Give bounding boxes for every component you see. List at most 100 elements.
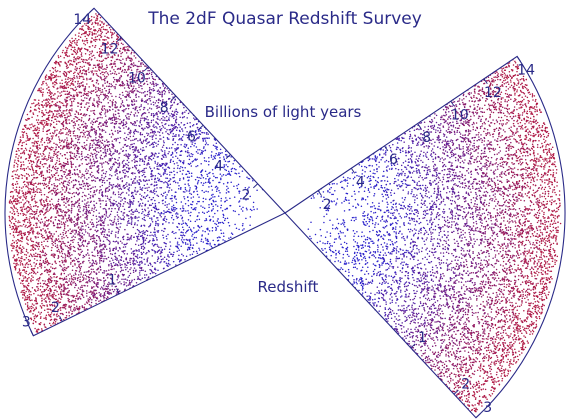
- quasar-point: [42, 254, 44, 257]
- quasar-point: [108, 215, 111, 217]
- quasar-point: [128, 92, 131, 94]
- quasar-point: [159, 119, 161, 121]
- quasar-point: [89, 261, 91, 264]
- quasar-point: [76, 134, 79, 137]
- quasar-point: [128, 115, 130, 118]
- quasar-point: [81, 163, 83, 165]
- quasar-point: [140, 269, 143, 271]
- quasar-point: [216, 205, 219, 207]
- quasar-point: [66, 64, 68, 66]
- quasar-point: [56, 82, 58, 85]
- quasar-point: [65, 189, 68, 191]
- quasar-point: [56, 246, 58, 249]
- quasar-point: [149, 223, 152, 225]
- quasar-point: [132, 269, 135, 272]
- quasar-point: [93, 99, 95, 102]
- quasar-point: [210, 154, 213, 156]
- quasar-point: [42, 237, 44, 239]
- quasar-point: [179, 179, 181, 181]
- quasar-point: [163, 230, 165, 233]
- quasar-point: [151, 169, 154, 172]
- quasar-point: [206, 242, 209, 245]
- quasar-point: [181, 130, 184, 132]
- quasar-point: [55, 110, 58, 112]
- quasar-point: [211, 227, 214, 229]
- quasar-point: [83, 208, 85, 210]
- quasar-point: [74, 51, 77, 54]
- quasar-point: [165, 245, 167, 248]
- quasar-point: [43, 99, 45, 101]
- quasar-point: [108, 231, 110, 233]
- quasar-point: [92, 294, 94, 297]
- quasar-point: [112, 221, 115, 224]
- quasar-point: [122, 260, 125, 263]
- quasar-point: [136, 210, 139, 213]
- quasar-point: [66, 49, 68, 52]
- quasar-point: [27, 190, 29, 193]
- quasar-point: [223, 165, 226, 168]
- quasar-point: [93, 109, 96, 112]
- quasar-point: [164, 215, 166, 218]
- quasar-point: [30, 165, 33, 167]
- quasar-point: [11, 218, 13, 220]
- quasar-point: [31, 248, 34, 250]
- quasar-point: [121, 199, 124, 201]
- quasar-point: [161, 229, 163, 232]
- quasar-point: [198, 226, 201, 229]
- quasar-point: [130, 57, 133, 60]
- quasar-point: [200, 182, 203, 184]
- quasar-point: [76, 307, 79, 310]
- quasar-point: [106, 75, 108, 78]
- quasar-point: [123, 208, 126, 211]
- quasar-point: [105, 38, 107, 41]
- quasar-point: [22, 136, 24, 139]
- quasar-point: [104, 152, 106, 154]
- quasar-point: [213, 200, 215, 203]
- quasar-point: [50, 119, 53, 122]
- quasar-point: [122, 269, 124, 271]
- quasar-point: [73, 94, 75, 96]
- quasar-point: [77, 105, 79, 107]
- quasar-point: [156, 107, 158, 109]
- quasar-point: [34, 327, 36, 330]
- quasar-point: [94, 241, 96, 243]
- quasar-point: [182, 169, 184, 172]
- quasar-point: [212, 193, 214, 196]
- quasar-point: [68, 45, 70, 47]
- quasar-point: [79, 210, 81, 213]
- quasar-point: [103, 257, 105, 260]
- quasar-point: [161, 93, 164, 95]
- quasar-point: [168, 147, 171, 149]
- quasar-point: [100, 91, 102, 93]
- quasar-point: [187, 239, 189, 241]
- quasar-point: [22, 291, 24, 294]
- quasar-point: [107, 92, 110, 95]
- quasar-point: [172, 204, 175, 207]
- quasar-point: [82, 254, 85, 257]
- quasar-point: [78, 175, 80, 178]
- quasar-point: [88, 300, 90, 303]
- quasar-point: [143, 225, 146, 227]
- quasar-point: [156, 187, 158, 189]
- quasar-point: [141, 62, 143, 64]
- quasar-point: [99, 158, 102, 160]
- quasar-point: [48, 223, 50, 225]
- quasar-point: [64, 244, 67, 247]
- quasar-point: [110, 257, 113, 260]
- quasar-point: [150, 204, 152, 206]
- quasar-point: [128, 274, 131, 277]
- quasar-point: [71, 192, 74, 195]
- quasar-point: [46, 133, 48, 136]
- quasar-point: [36, 208, 38, 211]
- quasar-point: [69, 79, 72, 82]
- quasar-point: [65, 168, 67, 171]
- quasar-point: [149, 157, 151, 160]
- quasar-point: [123, 253, 126, 255]
- quasar-point: [49, 191, 51, 193]
- quasar-point: [208, 186, 210, 188]
- quasar-point: [158, 249, 161, 251]
- quasar-point: [42, 128, 44, 130]
- quasar-point: [110, 122, 112, 124]
- quasar-point: [132, 180, 135, 182]
- quasar-point: [108, 208, 110, 210]
